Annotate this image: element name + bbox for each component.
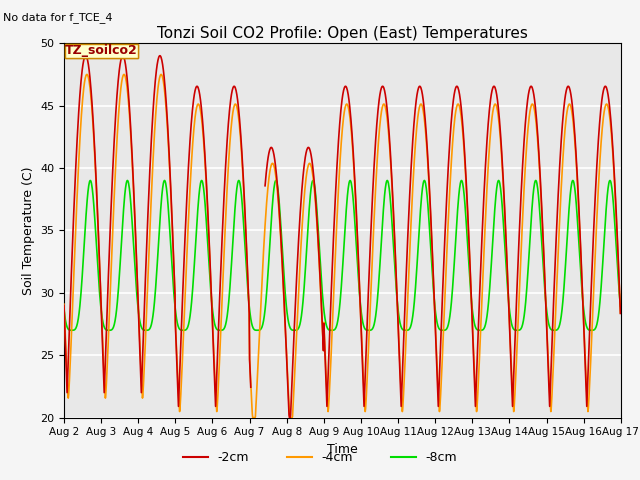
Text: No data for f_TCE_4: No data for f_TCE_4 [3,12,113,23]
X-axis label: Time: Time [327,443,358,456]
Legend: -2cm, -4cm, -8cm: -2cm, -4cm, -8cm [178,446,462,469]
Title: Tonzi Soil CO2 Profile: Open (East) Temperatures: Tonzi Soil CO2 Profile: Open (East) Temp… [157,25,528,41]
Legend:  [65,44,138,59]
Y-axis label: Soil Temperature (C): Soil Temperature (C) [22,166,35,295]
